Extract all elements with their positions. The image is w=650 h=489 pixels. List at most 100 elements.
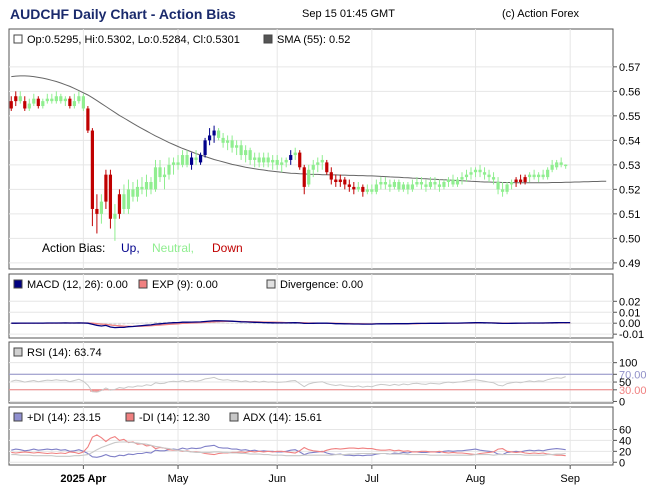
chart-timestamp: Sep 15 01:45 GMT xyxy=(302,8,395,20)
price-bar xyxy=(320,159,324,163)
rsi-y-tick-label: 0 xyxy=(619,396,625,408)
macd-divergence-bar xyxy=(104,323,108,325)
price-legend-swatch xyxy=(13,34,23,44)
x-tick-label: Aug xyxy=(466,473,486,485)
macd-divergence-bar xyxy=(109,323,112,326)
price-bar xyxy=(216,130,221,138)
price-bar xyxy=(334,179,338,183)
rsi-legend-swatch xyxy=(13,347,23,357)
x-tick-label: Sep xyxy=(560,473,580,485)
macd-divergence-bar xyxy=(9,323,13,325)
price-bar xyxy=(487,174,491,178)
dmi-legend-swatch xyxy=(125,412,135,422)
rsi-y-tick-label: 50 xyxy=(619,377,631,389)
macd-divergence-bar xyxy=(118,323,121,325)
dmi-y-tick-label: 60 xyxy=(619,424,631,436)
dmi-adx-line xyxy=(11,441,566,457)
price-bar xyxy=(59,96,63,102)
price-bar xyxy=(437,184,442,187)
price-bar xyxy=(293,152,297,156)
price-y-tick-label: 0.51 xyxy=(619,209,640,221)
price-bar xyxy=(189,157,194,165)
price-bar xyxy=(500,189,505,192)
action-bias-up: Up, xyxy=(121,241,140,255)
price-bar xyxy=(226,140,230,143)
price-bar xyxy=(167,164,171,175)
price-bar xyxy=(104,174,108,202)
price-y-tick-label: 0.52 xyxy=(619,184,640,196)
price-bar xyxy=(198,155,203,163)
price-bar xyxy=(45,98,49,102)
price-y-tick-label: 0.54 xyxy=(619,135,640,147)
rsi-oversold-fill xyxy=(90,389,95,392)
rsi-y-tick-label: 100 xyxy=(619,358,637,370)
price-bar xyxy=(18,96,22,102)
price-bar xyxy=(257,157,261,163)
price-bar xyxy=(370,189,374,192)
price-bar xyxy=(392,182,396,187)
price-bar xyxy=(266,157,270,163)
price-bar xyxy=(401,184,406,190)
price-bar xyxy=(253,157,257,160)
macd-divergence-bar xyxy=(158,321,162,324)
price-bar xyxy=(541,174,545,178)
price-bar xyxy=(559,162,563,165)
macd-divergence-bar xyxy=(487,323,491,325)
rsi-panel-frame xyxy=(8,341,614,404)
macd-divergence-bar xyxy=(140,322,144,324)
price-bar xyxy=(235,145,239,148)
price-bar xyxy=(289,155,293,160)
macd-divergence-bar xyxy=(289,323,293,325)
price-bar xyxy=(451,179,455,185)
price-bar xyxy=(478,169,482,173)
macd-legend-swatch xyxy=(266,279,276,289)
price-bar xyxy=(469,172,473,175)
price-bar xyxy=(550,164,554,170)
dmi-legend-label: ADX (14): 15.61 xyxy=(243,412,322,424)
price-legend-label: SMA (55): 0.52 xyxy=(277,34,350,46)
price-bar xyxy=(528,174,532,178)
price-bar xyxy=(158,167,162,178)
price-bar xyxy=(325,162,329,173)
dmi-y-tick-label: 40 xyxy=(619,435,631,447)
price-bar xyxy=(473,169,478,173)
dmi-legend-label: +DI (14): 23.15 xyxy=(27,412,101,424)
price-bar xyxy=(41,101,45,107)
price-bar xyxy=(555,162,559,168)
macd-divergence-bar xyxy=(149,322,153,324)
price-bar xyxy=(509,182,514,185)
macd-divergence-bar xyxy=(131,323,135,325)
macd-legend-swatch xyxy=(13,279,23,289)
price-bar xyxy=(68,98,72,107)
price-bar xyxy=(537,174,541,178)
price-bar xyxy=(379,182,383,185)
price-bar xyxy=(149,182,153,190)
copyright-label: (c) Action Forex xyxy=(502,8,580,20)
dmi-legend-label: -DI (14): 12.30 xyxy=(139,412,210,424)
price-panel-frame xyxy=(8,28,614,270)
price-bar xyxy=(239,145,243,156)
dmi-y-tick-label: 0 xyxy=(619,457,625,469)
price-bar xyxy=(374,184,378,192)
price-bar xyxy=(307,169,311,185)
macd-divergence-bar xyxy=(266,323,270,325)
price-y-tick-label: 0.56 xyxy=(619,86,640,98)
price-bar xyxy=(491,177,496,180)
macd-divergence-bar xyxy=(221,322,225,324)
price-y-tick-label: 0.57 xyxy=(619,62,640,74)
rsi-y-tick-label: 70.00 xyxy=(619,369,647,381)
macd-y-tick-label: 0.02 xyxy=(619,296,640,308)
price-bar xyxy=(415,182,419,185)
price-bar xyxy=(221,137,225,143)
chart-title: AUDCHF Daily Chart - Action Bias xyxy=(10,6,236,22)
price-bar xyxy=(50,98,54,102)
macd-divergence-bar xyxy=(568,323,572,324)
price-bar xyxy=(108,174,113,219)
price-bar xyxy=(140,186,144,190)
x-tick-label: May xyxy=(168,473,189,485)
price-bar xyxy=(113,213,117,219)
price-bar xyxy=(383,182,387,185)
rsi-oversold-fill xyxy=(94,389,100,393)
macd-divergence-bar xyxy=(284,323,288,325)
